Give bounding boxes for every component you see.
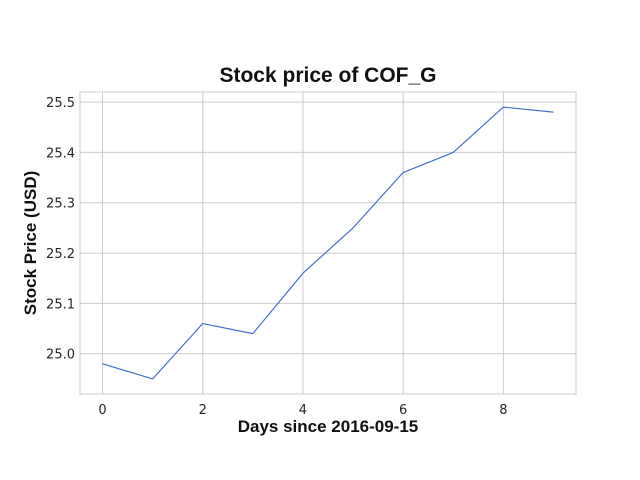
data-point xyxy=(101,363,103,365)
y-tick-label: 25.2 xyxy=(46,247,75,262)
data-point xyxy=(552,111,554,113)
data-point xyxy=(151,378,153,380)
x-axis-ticks: 0 2 4 6 8 xyxy=(98,403,507,418)
x-tick-label: 4 xyxy=(299,403,307,418)
y-tick-label: 25.0 xyxy=(46,348,75,363)
x-tick-label: 6 xyxy=(399,403,407,418)
x-tick-label: 2 xyxy=(199,403,207,418)
series-layer xyxy=(101,106,554,380)
data-point xyxy=(352,227,354,229)
y-tick-label: 25.3 xyxy=(46,197,75,212)
data-point xyxy=(202,322,204,324)
x-tick-label: 0 xyxy=(98,403,106,418)
x-tick-label: 8 xyxy=(499,403,507,418)
data-point xyxy=(402,171,404,173)
plot-area-frame xyxy=(79,91,577,395)
price-line xyxy=(102,106,554,380)
y-axis-label: Stock Price (USD) xyxy=(21,171,40,316)
data-point xyxy=(502,106,504,108)
y-axis-ticks: 25.0 25.1 25.2 25.3 25.4 25.5 xyxy=(46,96,75,363)
grid xyxy=(80,92,576,394)
y-tick-label: 25.5 xyxy=(46,96,75,111)
y-tick-label: 25.1 xyxy=(46,297,75,312)
x-axis-label: Days since 2016-09-15 xyxy=(238,417,419,436)
chart-title: Stock price of COF_G xyxy=(219,64,436,87)
data-point xyxy=(252,332,254,334)
data-point xyxy=(452,151,454,153)
y-tick-label: 25.4 xyxy=(46,146,75,161)
data-point xyxy=(302,272,304,274)
